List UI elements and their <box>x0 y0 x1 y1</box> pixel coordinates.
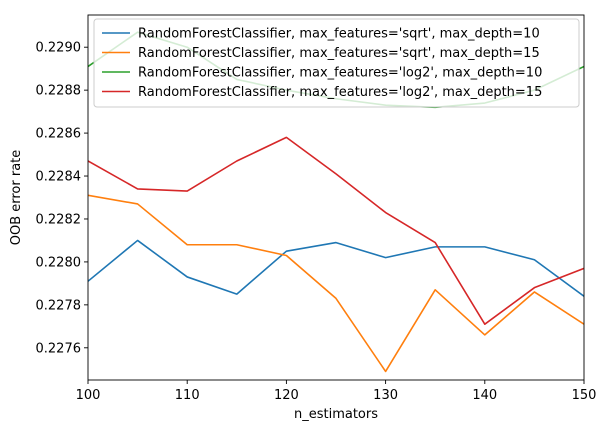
series-line-4 <box>88 136 584 325</box>
y-tick-label: 0.2276 <box>36 341 82 356</box>
x-tick-label: 140 <box>472 388 497 403</box>
series-line-2 <box>88 194 584 373</box>
y-tick-label: 0.2288 <box>36 84 82 99</box>
x-tick-label: 110 <box>175 388 200 403</box>
y-tick-label: 0.2280 <box>36 255 82 270</box>
series-line-1 <box>88 239 584 298</box>
legend-entry: RandomForestClassifier, max_features='lo… <box>138 85 542 100</box>
x-tick-label: 120 <box>274 388 299 403</box>
y-tick-label: 0.2284 <box>36 170 82 185</box>
y-axis-label: OOB error rate <box>9 150 24 246</box>
x-tick-label: 100 <box>76 388 101 403</box>
axes: 100 110 120 130 140 150 0.2276 0.2278 0.2280 0.22… <box>36 14 597 403</box>
x-axis-label: n_estimators <box>294 407 378 422</box>
legend-entry: RandomForestClassifier, max_features='lo… <box>138 66 542 81</box>
legend-entry: RandomForestClassifier, max_features='sq… <box>138 46 540 61</box>
y-tick-label: 0.2286 <box>36 127 82 142</box>
y-tick-label: 0.2278 <box>36 298 82 313</box>
y-tick-label: 0.2282 <box>36 212 82 227</box>
legend-entry: RandomForestClassifier, max_features='sq… <box>138 27 540 42</box>
y-tick-label: 0.2290 <box>36 41 82 56</box>
legend: RandomForestClassifier, max_features='sq… <box>93 18 580 108</box>
legend-box <box>93 18 580 108</box>
x-tick-label: 150 <box>572 388 597 403</box>
plot-frame <box>87 14 585 381</box>
x-tick-label: 130 <box>373 388 398 403</box>
